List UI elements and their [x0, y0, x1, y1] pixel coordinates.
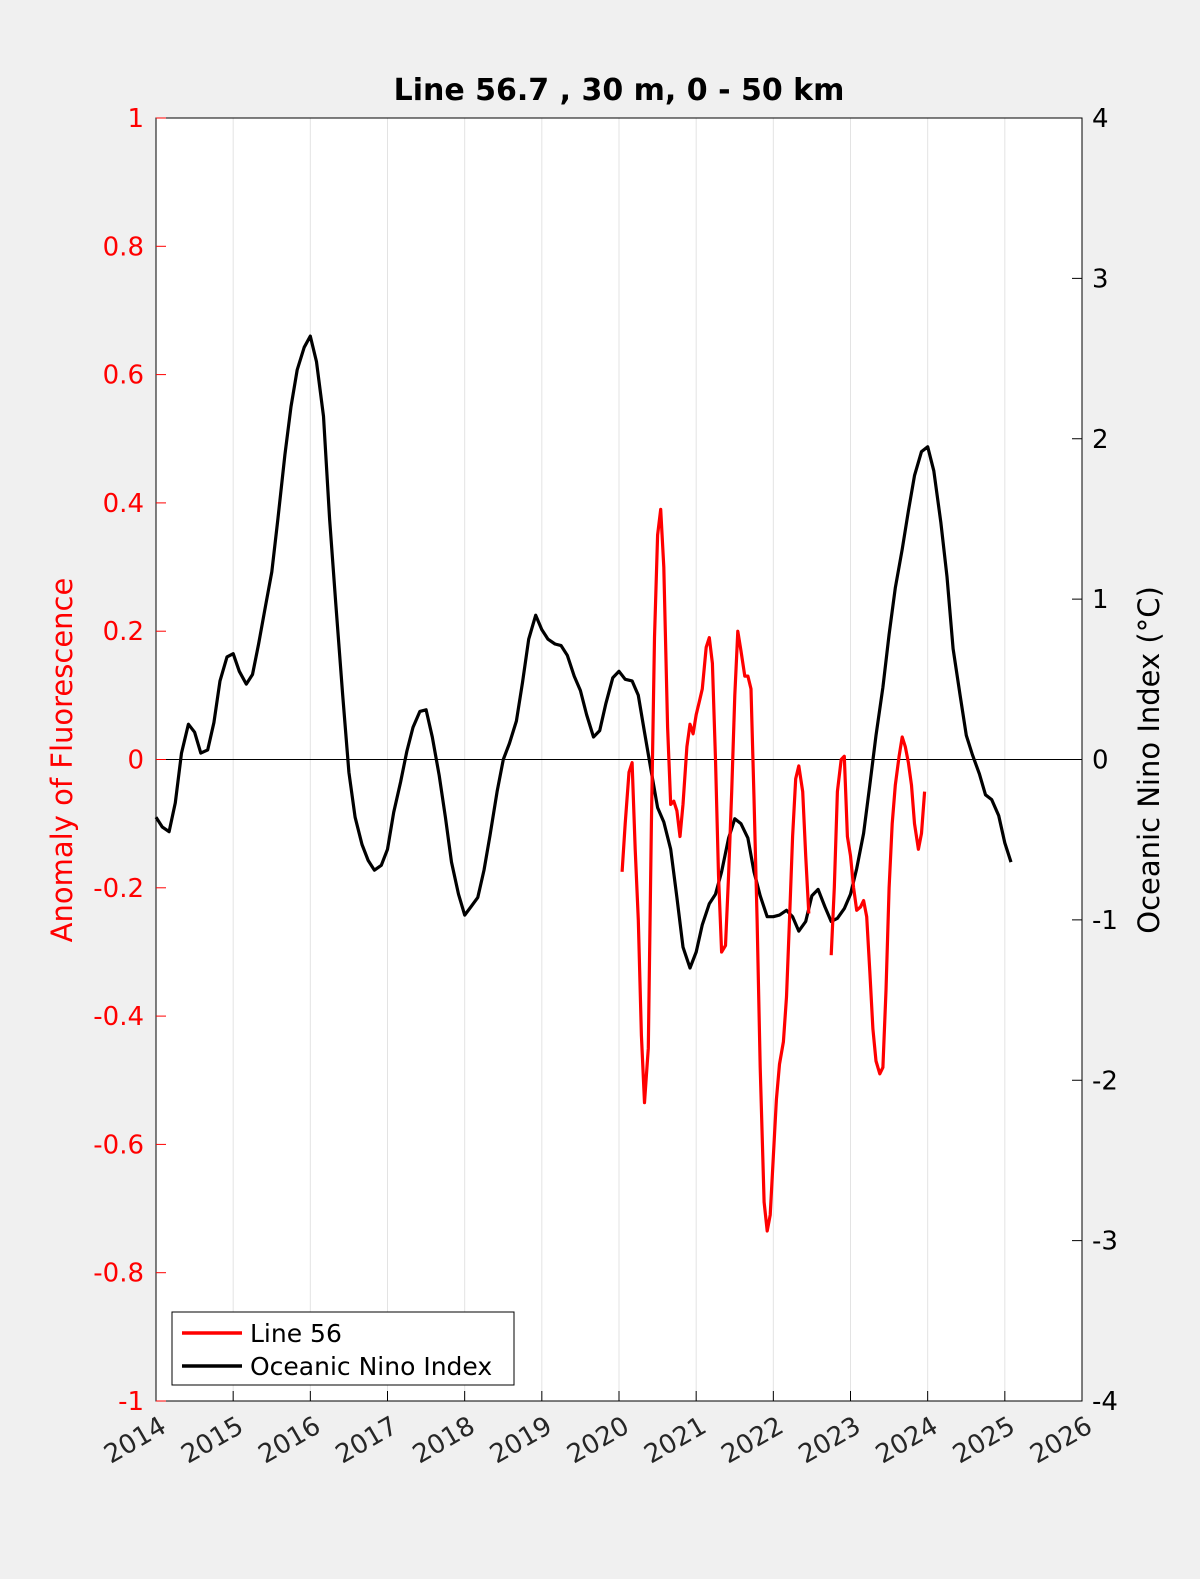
left-tick-label: 0: [127, 746, 144, 776]
x-tick-label-2017: 2017: [331, 1411, 403, 1470]
left-tick-label: -0.8: [93, 1259, 144, 1289]
x-tick-label-2021: 2021: [639, 1411, 711, 1470]
series-line-line56-segment-1: [620, 507, 811, 1233]
right-tick-label: 4: [1092, 104, 1109, 134]
x-tick-label-2015: 2015: [176, 1411, 248, 1470]
right-tick-label: -1: [1092, 906, 1118, 936]
right-tick-label: -2: [1092, 1066, 1118, 1096]
x-tick-label-2020: 2020: [562, 1411, 634, 1470]
legend-box: [171, 1311, 515, 1386]
right-tick-label: 2: [1092, 425, 1109, 455]
right-tick-label: 1: [1092, 585, 1109, 615]
x-tick-label-2014: 2014: [99, 1411, 171, 1470]
right-tick-label: 0: [1092, 746, 1109, 776]
left-tick-label: 0.2: [103, 617, 144, 647]
right-tick-label: -3: [1092, 1227, 1118, 1257]
x-tick-label-2024: 2024: [871, 1411, 943, 1470]
left-tick-label: 0.8: [103, 232, 144, 262]
left-tick-label: -0.6: [93, 1130, 144, 1160]
x-tick-label-2025: 2025: [948, 1411, 1020, 1470]
right-axis-label: Oceanic Nino Index (°C): [1132, 586, 1166, 934]
x-tick-label-2016: 2016: [254, 1411, 326, 1470]
left-tick-label: -1: [118, 1387, 144, 1417]
left-tick-label: -0.2: [93, 874, 144, 904]
legend-label-line56: Line 56: [250, 1319, 342, 1348]
right-tick-label: -4: [1092, 1387, 1118, 1417]
x-tick-label-2018: 2018: [408, 1411, 480, 1470]
series-layer: [154, 334, 1013, 1233]
legend: Line 56 Oceanic Nino Index: [171, 1311, 515, 1386]
left-tick-label: 0.4: [103, 489, 144, 519]
series-line-line56-segment-2: [829, 735, 927, 1076]
left-axis-label: Anomaly of Fluorescence: [45, 578, 79, 943]
left-tick-label: 1: [127, 104, 144, 134]
chart-title: Line 56.7 , 30 m, 0 - 50 km: [394, 73, 845, 108]
right-tick-label: 3: [1092, 264, 1109, 294]
x-tick-label-2023: 2023: [794, 1411, 866, 1470]
legend-label-oni: Oceanic Nino Index: [250, 1352, 492, 1381]
x-tick-label-2026: 2026: [1025, 1411, 1097, 1470]
series-line-oceanic-nino-index: [154, 334, 1013, 970]
left-tick-label: 0.6: [103, 361, 144, 391]
x-tick-label-2022: 2022: [717, 1411, 789, 1470]
x-tick-label-2019: 2019: [485, 1411, 557, 1470]
left-tick-label: -0.4: [93, 1002, 144, 1032]
